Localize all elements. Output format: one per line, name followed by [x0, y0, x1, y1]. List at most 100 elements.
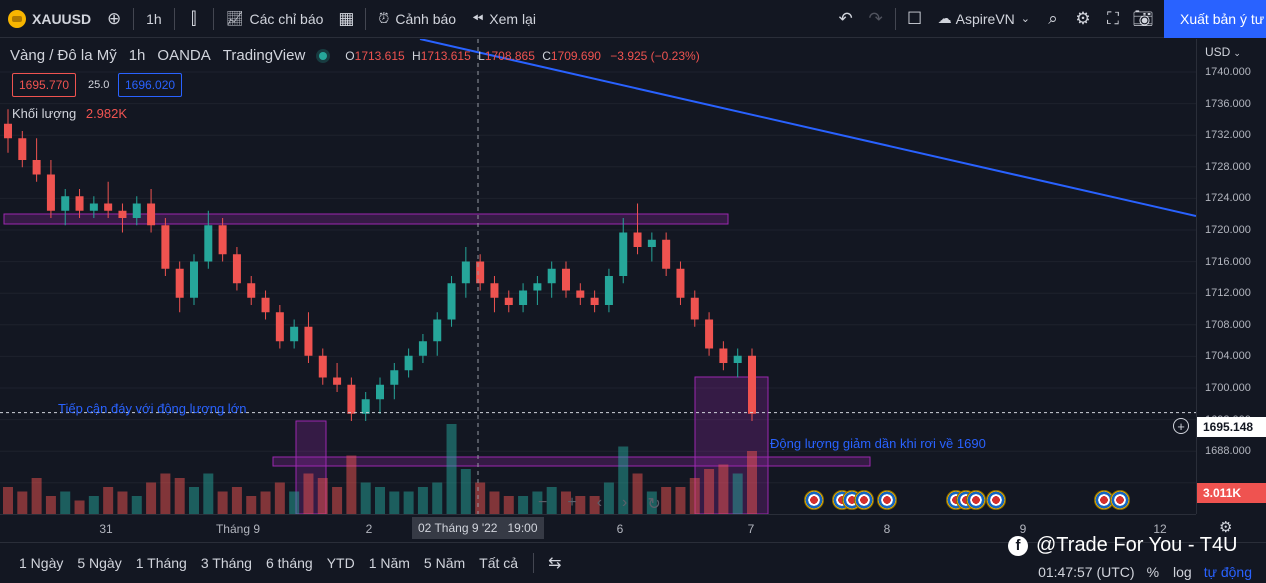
candle-body	[161, 225, 170, 269]
log-toggle[interactable]: log	[1173, 564, 1192, 580]
publish-idea-button[interactable]: Xuất bản ý tư	[1164, 0, 1266, 38]
undo-icon[interactable]: ↶	[838, 8, 853, 28]
layouts-grid-icon[interactable]: ▦	[338, 8, 355, 28]
alerts-button[interactable]: ⏰︎ Cảnh báo	[370, 0, 464, 38]
us-event-flag-icon[interactable]	[877, 490, 897, 510]
us-event-flag-icon[interactable]	[966, 490, 986, 510]
volume-bar	[732, 473, 743, 514]
candle-body	[175, 268, 184, 298]
chart-pane[interactable]: Vàng / Đô la Mỹ 1h OANDA TradingView O17…	[0, 39, 1196, 514]
price-tick-label: 1720.000	[1205, 224, 1251, 236]
utc-clock[interactable]: 01:47:57 (UTC)	[1038, 564, 1135, 580]
price-tick-label: 1724.000	[1205, 192, 1251, 205]
volume-bar	[60, 491, 71, 514]
zoom-out-icon[interactable]: −	[538, 494, 548, 511]
range-6m[interactable]: 6 tháng	[265, 555, 313, 571]
legend-interval: 1h	[128, 47, 146, 64]
timezone-settings-icon[interactable]: ⚙︎	[1219, 519, 1233, 536]
candle-body	[433, 319, 442, 342]
reset-chart-icon[interactable]: ↻	[647, 496, 661, 513]
volume-bar	[632, 473, 643, 514]
volume-bar	[146, 482, 157, 514]
auto-scale-toggle[interactable]: tự động	[1203, 564, 1252, 580]
scroll-right-icon[interactable]: ›	[622, 494, 628, 511]
volume-bar	[489, 491, 500, 514]
candle-body	[748, 355, 756, 414]
currency-selector[interactable]: USD ⌄	[1205, 45, 1241, 59]
us-event-flag-icon[interactable]	[986, 490, 1006, 510]
candle-type-icon[interactable]: ⫿	[190, 8, 197, 28]
watermark-text: @Trade For You - T4U	[1036, 534, 1238, 556]
annotation-left[interactable]: Tiếp cận đáy với động lượng lớn	[58, 401, 247, 416]
candle-body	[361, 399, 370, 414]
volume-bar	[475, 482, 486, 514]
symbol-search[interactable]: XAUUSD	[0, 0, 99, 38]
sell-price-button[interactable]: 1695.770	[12, 73, 77, 97]
candle-body	[676, 268, 685, 298]
price-tick-label: 1700.000	[1205, 382, 1251, 394]
volume-bar	[603, 482, 614, 514]
settings-gear-icon[interactable]: ⚙︎	[1075, 8, 1091, 28]
crosshair-time-label: 02 Tháng 9 '22 19:00	[412, 517, 544, 539]
watermark: f @Trade For You - T4U	[1008, 534, 1238, 557]
time-label: 12	[1153, 522, 1167, 536]
candle-body	[261, 297, 270, 313]
us-event-flag-icon[interactable]	[854, 490, 874, 510]
redo-icon[interactable]: ↷	[868, 8, 883, 28]
price-axis[interactable]: USD ⌄ 1740.000 1736.000 1732.000 1728.000 172…	[1196, 39, 1266, 514]
range-1m[interactable]: 1 Tháng	[135, 555, 187, 571]
gold-symbol-icon	[8, 9, 26, 28]
candle-body	[604, 276, 613, 305]
fullscreen-icon[interactable]: ⛶	[1107, 8, 1119, 28]
volume-bar	[103, 487, 114, 514]
candle-body	[190, 261, 198, 298]
legend-broker: OANDA	[157, 47, 211, 64]
date-range-icon[interactable]: ⇆	[548, 555, 562, 572]
interval-button[interactable]: 1h	[146, 10, 162, 27]
range-5d[interactable]: 5 Ngày	[77, 555, 122, 571]
price-tick-label: 1732.000	[1205, 129, 1251, 142]
price-chart[interactable]	[0, 39, 1196, 514]
add-symbol-icon[interactable]: ⊕	[107, 8, 122, 28]
range-3m[interactable]: 3 Tháng	[200, 555, 252, 571]
price-tick-label: 1688.000	[1205, 445, 1251, 458]
candle-body	[376, 384, 384, 400]
camera-icon[interactable]: 📷︎	[1132, 8, 1154, 28]
range-all[interactable]: Tất cả	[479, 555, 519, 571]
replay-label: Xem lại	[489, 10, 536, 27]
indicators-button[interactable]: 📈︎ Các chỉ báo	[218, 0, 332, 38]
volume-badge: 3.011K	[1197, 483, 1266, 503]
replay-button[interactable]: ⏪︎ Xem lại	[464, 0, 544, 38]
volume-bar	[117, 491, 128, 514]
range-1d[interactable]: 1 Ngày	[19, 555, 64, 571]
us-event-flag-icon[interactable]	[804, 490, 824, 510]
search-icon[interactable]: ⌕	[1048, 8, 1058, 28]
range-ytd[interactable]: YTD	[326, 555, 355, 571]
market-status-icon	[319, 51, 328, 60]
candle-body	[232, 254, 241, 284]
candle-body	[46, 174, 55, 211]
price-tick-label: 1708.000	[1205, 318, 1251, 331]
divider	[173, 7, 175, 30]
time-axis[interactable]: 31 Tháng 9 2 02 Tháng 9 '22 19:00 6 7 8 …	[0, 514, 1196, 542]
price-tick-label: 1736.000	[1205, 97, 1251, 110]
candle-body	[118, 210, 127, 218]
layout-select-icon[interactable]: ☐	[907, 8, 923, 28]
add-crosshair-icon[interactable]: +	[1173, 418, 1189, 434]
candle-body	[18, 138, 27, 160]
annotation-right[interactable]: Động lượng giảm dần khi rơi về 1690	[770, 436, 986, 451]
buy-price-button[interactable]: 1696.020	[118, 73, 183, 97]
time-label: 2	[365, 522, 373, 536]
zoom-in-icon[interactable]: +	[567, 494, 577, 511]
candle-body	[547, 268, 556, 284]
chart-legend: Vàng / Đô la Mỹ 1h OANDA TradingView O17…	[10, 47, 700, 64]
resistance-zone	[3, 213, 729, 225]
scroll-left-icon[interactable]: ‹	[596, 494, 603, 511]
candle-body	[89, 203, 98, 211]
us-event-flag-icon[interactable]	[1110, 490, 1130, 510]
account-dropdown[interactable]: ☁︎ AspireVN ⌄	[930, 0, 1038, 38]
volume-bar	[317, 478, 328, 514]
percent-toggle[interactable]: %	[1146, 564, 1160, 580]
range-5y[interactable]: 5 Năm	[423, 555, 466, 571]
range-1y[interactable]: 1 Năm	[368, 555, 410, 571]
